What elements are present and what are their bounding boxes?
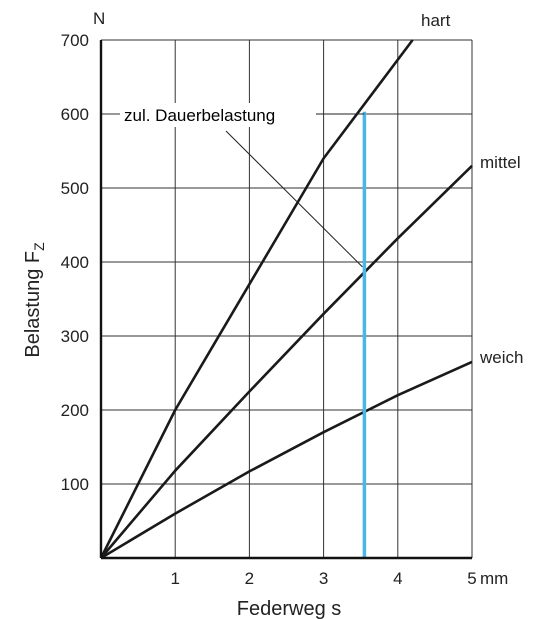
x-tick-labels: 1 2 3 4 5 [170,569,476,588]
x-tick-label-3: 3 [319,569,328,588]
dauerbelastung-label: zul. Dauerbelastung [124,106,275,125]
y-tick-labels: 100 200 300 400 500 600 700 [61,31,89,494]
series-line-hart [99,39,414,559]
x-tick-label-1: 1 [170,569,179,588]
x-tick-label-5: 5 [467,569,476,588]
y-tick-label-400: 400 [61,253,89,272]
series-line-mittel [100,164,473,559]
y-axis-label: Belastung FZ [22,242,47,358]
y-tick-label-500: 500 [61,179,89,198]
y-tick-label-700: 700 [61,31,89,50]
x-unit-label: mm [480,569,508,588]
dauerbelastung-marker [225,111,367,558]
y-tick-label-200: 200 [61,401,89,420]
x-tick-label-2: 2 [245,569,254,588]
annotation-pointer [225,130,363,268]
series-label-mittel: mittel [480,153,521,172]
series-lines [99,39,473,560]
y-tick-label-600: 600 [61,105,89,124]
x-tick-label-4: 4 [393,569,402,588]
series-labels: hart mittel weich [421,11,523,367]
y-tick-label-100: 100 [61,475,89,494]
series-label-hart: hart [421,11,451,30]
series-label-weich: weich [479,348,523,367]
axes [99,40,472,560]
y-unit-label: N [93,9,105,28]
y-tick-label-300: 300 [61,327,89,346]
series-line-weich [100,360,473,560]
y-axis-label-main: Belastung F [22,251,44,358]
annotation-background [120,103,316,127]
x-axis-label: Federweg s [237,598,342,619]
y-axis-label-subscript: Z [31,242,47,251]
